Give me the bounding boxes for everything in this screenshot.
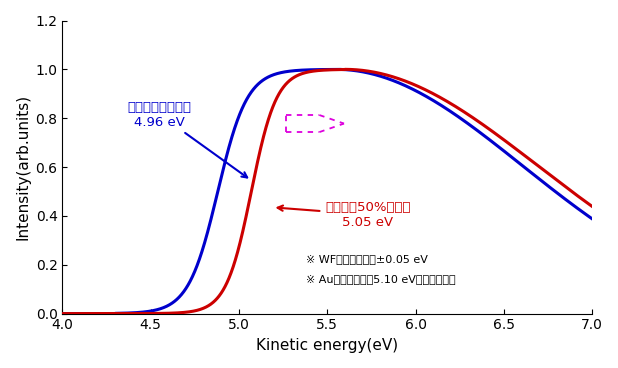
Text: 劣化前（未駆動）
4.96 eV: 劣化前（未駆動） 4.96 eV xyxy=(127,100,247,177)
Y-axis label: Intensity(arb.units): Intensity(arb.units) xyxy=(15,94,30,240)
Text: ※ Au（標準品）：5.10 eVにて横軸補正: ※ Au（標準品）：5.10 eVにて横軸補正 xyxy=(306,275,455,284)
Text: ※ WFの算出誤差：±0.05 eV: ※ WFの算出誤差：±0.05 eV xyxy=(306,254,428,264)
Text: 劣化後（50%劣化）
5.05 eV: 劣化後（50%劣化） 5.05 eV xyxy=(277,201,410,229)
X-axis label: Kinetic energy(eV): Kinetic energy(eV) xyxy=(256,338,399,353)
